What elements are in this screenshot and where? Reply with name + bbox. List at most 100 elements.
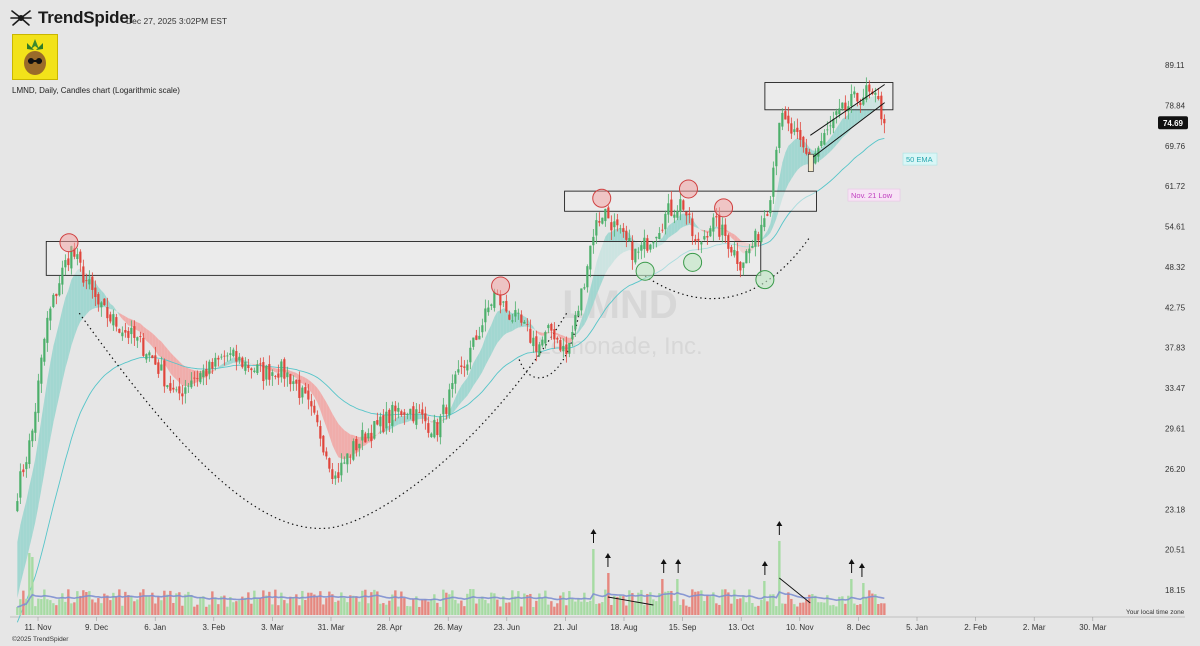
volume-bar xyxy=(658,593,661,615)
volume-bar xyxy=(289,596,292,615)
candle-body xyxy=(682,200,685,210)
candle-body xyxy=(181,393,184,397)
candle-body xyxy=(427,423,430,433)
volume-bar xyxy=(196,604,199,615)
ema-ribbon-segment xyxy=(29,473,33,548)
volume-bar xyxy=(703,601,706,615)
volume-bar xyxy=(178,592,181,615)
ema-ribbon-segment xyxy=(41,399,45,490)
volume-bar xyxy=(241,596,244,615)
volume-bar xyxy=(682,599,685,615)
volume-bar xyxy=(553,606,556,615)
ema-ribbon-segment xyxy=(161,341,165,364)
y-tick-label: 37.83 xyxy=(1165,344,1186,353)
volume-bar xyxy=(319,591,322,615)
y-tick-label: 61.72 xyxy=(1165,182,1186,191)
candle-body xyxy=(31,430,34,442)
volume-bar xyxy=(808,594,811,615)
candle-body xyxy=(250,368,253,371)
volume-bar xyxy=(832,604,835,615)
volume-spike-arrow xyxy=(858,563,865,577)
volume-bar xyxy=(121,605,124,615)
candle-body xyxy=(565,344,568,355)
cup-curve-right xyxy=(644,236,811,300)
volume-bar xyxy=(172,602,175,615)
ema-ribbon-segment xyxy=(527,318,531,328)
support-touch-circle xyxy=(683,252,703,272)
volume-bar xyxy=(868,590,871,615)
resistance-touch-circle xyxy=(592,188,612,208)
candle-body xyxy=(607,207,610,219)
volume-bar xyxy=(229,596,232,615)
y-tick-label: 89.11 xyxy=(1165,61,1185,70)
volume-bar xyxy=(505,602,508,615)
candle-body xyxy=(712,217,715,232)
volume-trendline xyxy=(607,596,654,606)
volume-bar xyxy=(700,590,703,615)
volume-bar xyxy=(841,596,844,615)
candle-body xyxy=(484,308,487,323)
ema-ribbon-segment xyxy=(836,123,840,145)
volume-bar xyxy=(283,600,286,615)
candle-body xyxy=(85,280,88,282)
candle-body xyxy=(535,336,538,352)
ema-ribbon-segment xyxy=(56,322,60,410)
x-tick-label: 26. May xyxy=(434,623,462,632)
volume-bar xyxy=(379,603,382,615)
ema-ribbon-segment xyxy=(152,333,156,351)
ema-ribbon-segment xyxy=(26,486,30,561)
candle-body xyxy=(862,97,865,105)
candle-body xyxy=(100,302,103,308)
volume-bar xyxy=(142,589,145,615)
candle-body xyxy=(439,416,442,438)
brand-name: TrendSpider xyxy=(38,8,135,27)
candle-body xyxy=(757,234,760,241)
volume-bar xyxy=(631,593,634,615)
volume-bar xyxy=(478,598,481,615)
ema-ribbon-segment xyxy=(341,427,345,460)
volume-bar xyxy=(460,600,463,615)
candle-body xyxy=(223,355,226,357)
candle-body xyxy=(409,408,412,414)
volume-bar xyxy=(661,579,664,615)
volume-bar xyxy=(457,603,460,615)
candle-body xyxy=(289,374,292,385)
y-tick-label: 48.32 xyxy=(1165,263,1186,272)
candle-body xyxy=(211,362,214,369)
volume-bar xyxy=(262,590,265,615)
ema-ribbon-segment xyxy=(329,407,333,445)
ema-ribbon-segment xyxy=(248,362,252,364)
volume-bar xyxy=(409,606,412,615)
volume-bar xyxy=(277,605,280,615)
ema-ribbon-segment xyxy=(791,139,795,180)
candle-body xyxy=(730,246,733,253)
volume-bar xyxy=(316,596,319,615)
candle-body xyxy=(58,283,61,296)
candle-body xyxy=(463,366,466,368)
candle-body xyxy=(859,102,862,105)
brand-logo: TrendSpider xyxy=(10,8,135,28)
candle-body xyxy=(73,248,76,257)
candle-body xyxy=(412,406,415,422)
volume-bar xyxy=(271,604,274,615)
candle-body xyxy=(274,376,277,377)
volume-bar xyxy=(190,594,193,615)
candle-body xyxy=(106,307,109,319)
volume-bar xyxy=(664,591,667,615)
ema-ribbon-segment xyxy=(83,271,87,318)
x-tick-label: 3. Feb xyxy=(202,623,225,632)
candle-body xyxy=(643,237,646,250)
ema-ribbon-segment xyxy=(68,279,72,358)
ema-ribbon-segment xyxy=(491,317,495,355)
candle-body xyxy=(208,361,211,374)
volume-bar xyxy=(25,598,28,615)
ema-ribbon-segment xyxy=(149,330,153,347)
volume-bar xyxy=(622,596,625,615)
candle-body xyxy=(541,339,544,346)
candle-body xyxy=(139,335,142,337)
ema-ribbon-segment xyxy=(404,415,408,423)
volume-bar xyxy=(280,592,283,615)
candle-body xyxy=(82,266,85,283)
volume-bar xyxy=(514,596,517,615)
